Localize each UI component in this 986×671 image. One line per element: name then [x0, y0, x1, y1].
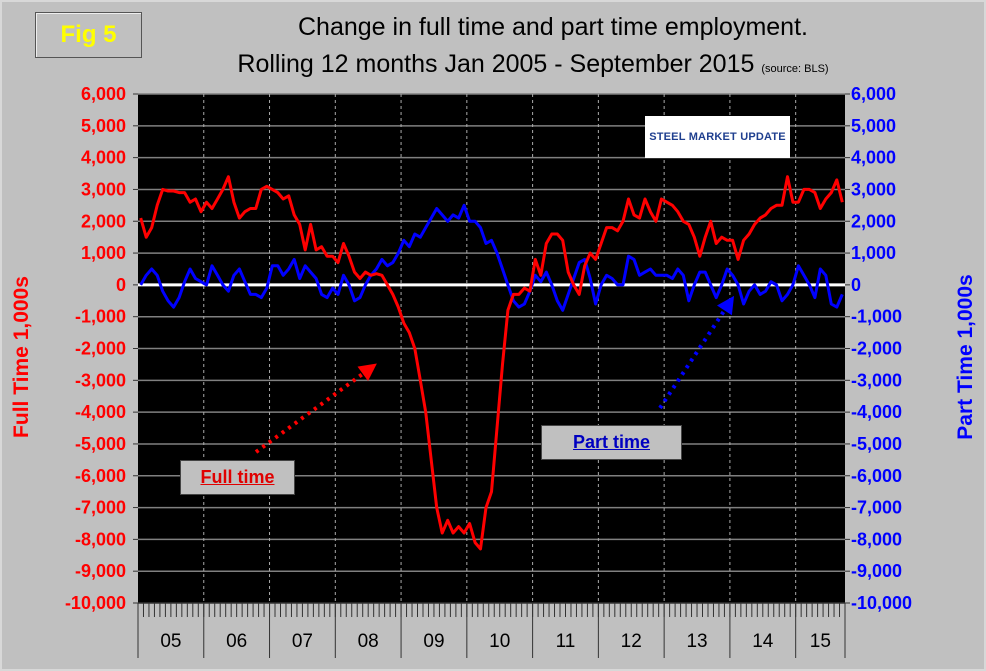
chart-subtitle-row: Rolling 12 months Jan 2005 - September 2…: [40, 50, 986, 79]
y-tick-label-right: -3,000: [851, 370, 902, 390]
y-tick-label-right: -6,000: [851, 466, 902, 486]
x-tick-label: 10: [489, 631, 510, 652]
y-axis-right-title: Part Time 1,000s: [954, 274, 977, 440]
y-tick-label-left: -2,000: [75, 339, 126, 359]
chart-title: Change in full time and part time employ…: [298, 13, 808, 41]
y-tick-label-left: -8,000: [75, 529, 126, 549]
y-tick-label-right: 1,000: [851, 243, 896, 263]
y-tick-label-right: -1,000: [851, 307, 902, 327]
y-tick-label-right: -5,000: [851, 434, 902, 454]
y-tick-label-left: -5,000: [75, 434, 126, 454]
y-tick-label-left: 5,000: [81, 116, 126, 136]
y-tick-label-left: -1,000: [75, 307, 126, 327]
chart-subtitle: Rolling 12 months Jan 2005 - September 2…: [237, 50, 755, 78]
annotation-full-time: Full time: [180, 460, 295, 495]
y-tick-label-right: 0: [851, 275, 861, 295]
arrow-part-time-head: [717, 295, 735, 316]
annotation-part-time: Part time: [541, 425, 682, 460]
x-tick-label: 15: [810, 631, 831, 652]
y-tick-label-left: 3,000: [81, 179, 126, 199]
y-tick-label-right: -8,000: [851, 529, 902, 549]
x-tick-label: 14: [752, 631, 774, 652]
y-tick-label-left: -3,000: [75, 370, 126, 390]
y-tick-label-right: 6,000: [851, 84, 896, 104]
y-tick-label-right: -7,000: [851, 498, 902, 518]
source-note: (source: BLS): [761, 63, 829, 75]
y-tick-label-right: -10,000: [851, 593, 912, 613]
figure-label: Fig 5: [35, 12, 142, 58]
x-tick-label: 09: [423, 631, 444, 652]
x-tick-label: 11: [556, 631, 576, 652]
y-tick-label-right: 2,000: [851, 211, 896, 231]
y-tick-label-right: -2,000: [851, 339, 902, 359]
x-tick-label: 05: [160, 631, 181, 652]
y-tick-label-left: -10,000: [65, 593, 126, 613]
y-tick-label-left: 2,000: [81, 211, 126, 231]
y-tick-label-left: -4,000: [75, 402, 126, 422]
arrow-full-time-head: [357, 363, 377, 381]
x-tick-label: 13: [686, 631, 707, 652]
y-tick-label-right: 5,000: [851, 116, 896, 136]
x-tick-label: 12: [621, 631, 642, 652]
y-tick-label-left: -7,000: [75, 498, 126, 518]
x-tick-label: 08: [358, 631, 379, 652]
steel-market-update-logo: STEEL MARKET UPDATE: [645, 116, 790, 158]
y-tick-label-left: -6,000: [75, 466, 126, 486]
y-tick-label-left: 4,000: [81, 148, 126, 168]
y-tick-label-left: 1,000: [81, 243, 126, 263]
y-tick-label-right: -9,000: [851, 561, 902, 581]
x-tick-label: 07: [292, 631, 313, 652]
y-tick-label-left: 0: [116, 275, 126, 295]
x-tick-label: 06: [226, 631, 247, 652]
y-tick-label-right: 3,000: [851, 179, 896, 199]
y-tick-label-right: -4,000: [851, 402, 902, 422]
y-tick-label-left: 6,000: [81, 84, 126, 104]
y-tick-label-right: 4,000: [851, 148, 896, 168]
y-tick-label-left: -9,000: [75, 561, 126, 581]
y-axis-left-title: Full Time 1,000s: [10, 276, 33, 438]
